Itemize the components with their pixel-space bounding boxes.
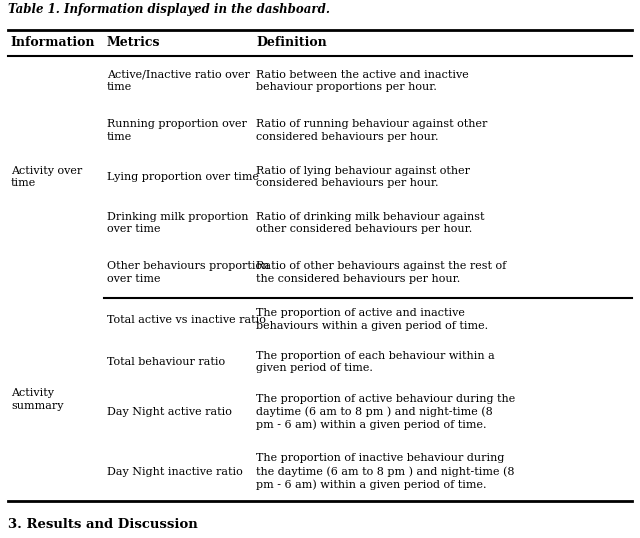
Text: The proportion of inactive behaviour during
the daytime (6 am to 8 pm ) and nigh: The proportion of inactive behaviour dur…	[256, 454, 515, 490]
Text: Table 1. Information displayed in the dashboard.: Table 1. Information displayed in the da…	[8, 3, 330, 16]
Text: Active/Inactive ratio over
time: Active/Inactive ratio over time	[107, 70, 250, 92]
Text: The proportion of each behaviour within a
given period of time.: The proportion of each behaviour within …	[256, 351, 495, 373]
Text: Day Night inactive ratio: Day Night inactive ratio	[107, 466, 243, 477]
Text: Definition: Definition	[256, 37, 327, 49]
Text: The proportion of active behaviour during the
daytime (6 am to 8 pm ) and night-: The proportion of active behaviour durin…	[256, 394, 515, 430]
Text: Ratio of running behaviour against other
considered behaviours per hour.: Ratio of running behaviour against other…	[256, 119, 488, 142]
Text: Ratio of drinking milk behaviour against
other considered behaviours per hour.: Ratio of drinking milk behaviour against…	[256, 212, 484, 234]
Text: Other behaviours proportion
over time: Other behaviours proportion over time	[107, 261, 269, 284]
Text: Lying proportion over time: Lying proportion over time	[107, 172, 259, 182]
Text: Ratio of other behaviours against the rest of
the considered behaviours per hour: Ratio of other behaviours against the re…	[256, 261, 506, 284]
Text: Metrics: Metrics	[107, 37, 161, 49]
Text: Activity over
time: Activity over time	[11, 166, 82, 188]
Text: Information: Information	[11, 37, 95, 49]
Text: Running proportion over
time: Running proportion over time	[107, 119, 247, 142]
Text: Ratio of lying behaviour against other
considered behaviours per hour.: Ratio of lying behaviour against other c…	[256, 166, 470, 188]
Text: 3. Results and Discussion: 3. Results and Discussion	[8, 518, 197, 530]
Text: Drinking milk proportion
over time: Drinking milk proportion over time	[107, 212, 248, 234]
Text: Ratio between the active and inactive
behaviour proportions per hour.: Ratio between the active and inactive be…	[256, 70, 468, 92]
Text: Total active vs inactive ratio: Total active vs inactive ratio	[107, 315, 266, 324]
Text: Day Night active ratio: Day Night active ratio	[107, 407, 232, 417]
Text: Activity
summary: Activity summary	[11, 388, 63, 410]
Text: Total behaviour ratio: Total behaviour ratio	[107, 357, 225, 367]
Text: The proportion of active and inactive
behaviours within a given period of time.: The proportion of active and inactive be…	[256, 308, 488, 331]
